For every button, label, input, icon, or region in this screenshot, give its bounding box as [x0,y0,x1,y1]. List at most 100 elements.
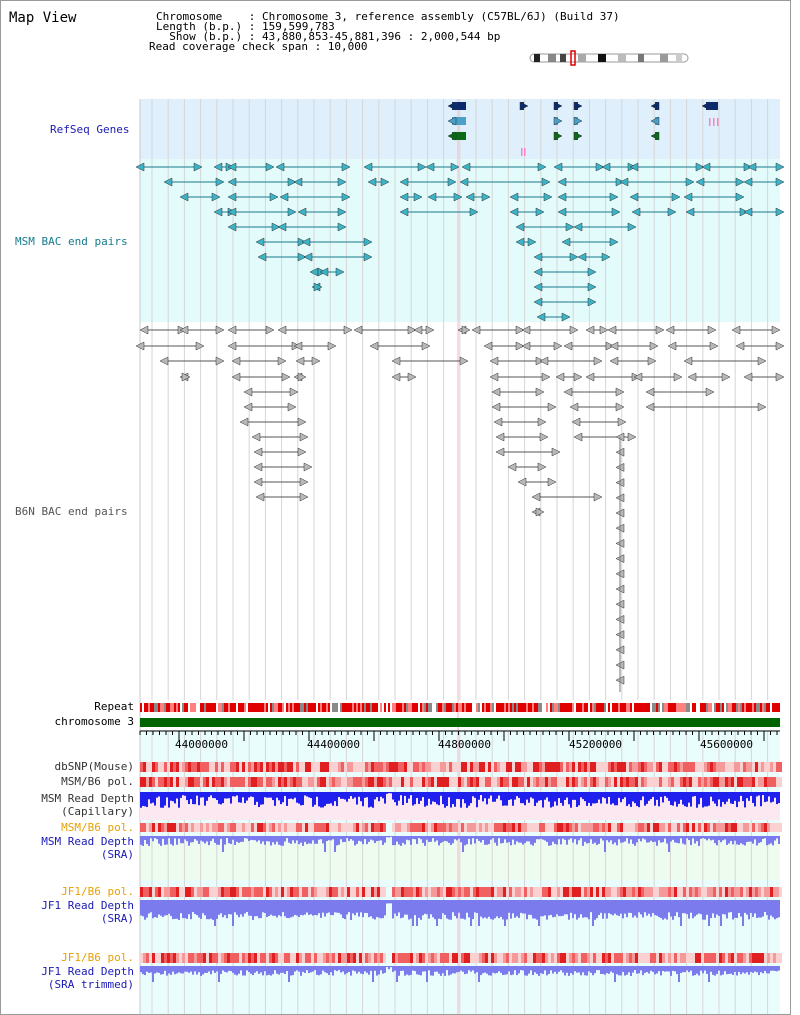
b6n-bac-pair-end[interactable] [573,372,583,382]
b6n-bac-pair-end[interactable] [391,356,401,366]
b6n-bac-pair-end[interactable] [353,325,363,335]
b6n-bac-pair-end[interactable] [607,325,617,335]
msm-bac-pair-end[interactable] [337,207,347,217]
msm-bac-pair-end[interactable] [337,222,347,232]
msm-bac-pair-end[interactable] [227,222,237,232]
b6n-bac-pair-end[interactable] [255,492,265,502]
msm-bac-pair-end[interactable] [481,192,491,202]
b6n-bac-pair-end[interactable] [179,325,189,335]
b6n-bac-pair-end[interactable] [289,387,299,397]
b6n-bac-pair-end[interactable] [295,356,305,366]
msm-bac-pair-end[interactable] [213,162,223,172]
b6n-bac-pair-end[interactable] [665,325,675,335]
b6n-bac-pair-end[interactable] [239,417,249,427]
b6n-bac-pair-end[interactable] [627,432,637,442]
refseq-gene-arrow[interactable] [553,116,563,126]
b6n-bac-pair-end[interactable] [705,387,715,397]
b6n-bac-pair-end[interactable] [633,372,643,382]
b6n-bac-pair-end[interactable] [771,325,781,335]
msm-bac-pair-end[interactable] [536,312,546,322]
refseq-gene-arrow[interactable] [701,101,711,111]
b6n-bac-pair-end[interactable] [541,372,551,382]
b6n-bac-pair-end[interactable] [535,387,545,397]
b6n-bac-pair-end[interactable] [757,356,767,366]
msm-bac-pair-end[interactable] [417,162,427,172]
refseq-gene-block[interactable] [706,102,718,110]
refseq-gene-exon[interactable] [524,148,526,156]
b6n-bac-pair-end[interactable] [645,387,655,397]
msm-bac-pair-end[interactable] [611,207,621,217]
b6n-bac-pair-end[interactable] [253,477,263,487]
b6n-bac-pair-end[interactable] [243,387,253,397]
msm-bac-pair-end[interactable] [701,162,711,172]
msm-bac-pair-end[interactable] [577,252,587,262]
b6n-bac-pair-end[interactable] [615,387,625,397]
msm-bac-pair-end[interactable] [619,177,629,187]
b6n-bac-pair-end[interactable] [135,341,145,351]
msm-bac-pair-end[interactable] [255,237,265,247]
msm-bac-pair-end[interactable] [509,192,519,202]
msm-bac-pair-end[interactable] [367,177,377,187]
b6n-bac-pair-end[interactable] [585,325,595,335]
msm-bac-pair-end[interactable] [509,207,519,217]
refseq-gene-arrow[interactable] [447,101,457,111]
msm-bac-pair-end[interactable] [587,267,597,277]
b6n-bac-pair-end[interactable] [299,477,309,487]
refseq-gene-arrow[interactable] [553,101,563,111]
refseq-gene-arrow[interactable] [447,116,457,126]
b6n-bac-pair-end[interactable] [407,372,417,382]
msm-bac-pair-end[interactable] [609,237,619,247]
b6n-bac-pair-end[interactable] [493,417,503,427]
b6n-bac-pair-end[interactable] [537,462,547,472]
msm-bac-pair-end[interactable] [227,177,237,187]
msm-bac-pair-end[interactable] [211,192,221,202]
msm-bac-pair-end[interactable] [227,162,237,172]
b6n-bac-pair-end[interactable] [599,325,609,335]
b6n-bac-pair-end[interactable] [721,372,731,382]
msm-bac-pair-end[interactable] [227,207,237,217]
msm-bac-pair-end[interactable] [380,177,390,187]
b6n-bac-pair-end[interactable] [573,432,583,442]
b6n-bac-pair-end[interactable] [489,372,499,382]
b6n-bac-pair-end[interactable] [327,341,337,351]
b6n-bac-pair-end[interactable] [551,447,561,457]
msm-bac-pair-end[interactable] [573,222,583,232]
b6n-bac-pair-end[interactable] [253,447,263,457]
b6n-bac-pair-end[interactable] [775,372,785,382]
msm-bac-pair-end[interactable] [257,252,267,262]
b6n-bac-pair-end[interactable] [569,325,579,335]
msm-bac-pair-end[interactable] [601,162,611,172]
b6n-bac-pair-end[interactable] [563,341,573,351]
b6n-bac-pair-end[interactable] [673,372,683,382]
b6n-bac-pair-end[interactable] [369,341,379,351]
b6n-bac-pair-end[interactable] [683,356,693,366]
msm-bac-pair-end[interactable] [341,162,351,172]
b6n-bac-pair-end[interactable] [667,341,677,351]
b6n-bac-pair-end[interactable] [517,477,527,487]
msm-bac-pair-end[interactable] [461,162,471,172]
b6n-bac-pair-end[interactable] [277,325,287,335]
b6n-bac-pair-end[interactable] [647,356,657,366]
refseq-gene-exon[interactable] [521,148,523,156]
msm-bac-pair-end[interactable] [271,222,281,232]
b6n-bac-pair-end[interactable] [277,356,287,366]
b6n-bac-pair-end[interactable] [293,341,303,351]
b6n-bac-pair-end[interactable] [775,341,785,351]
msm-bac-pair-end[interactable] [533,297,543,307]
msm-bac-pair-end[interactable] [227,192,237,202]
msm-bac-pair-end[interactable] [557,207,567,217]
msm-bac-pair-end[interactable] [735,177,745,187]
b6n-bac-pair-end[interactable] [553,341,563,351]
msm-bac-pair-end[interactable] [535,207,545,217]
b6n-bac-pair-end[interactable] [287,402,297,412]
b6n-bac-pair-end[interactable] [215,325,225,335]
refseq-gene-block[interactable] [452,132,466,140]
refseq-gene-arrow[interactable] [573,131,583,141]
msm-bac-pair-end[interactable] [561,237,571,247]
b6n-bac-pair-end[interactable] [489,356,499,366]
msm-bac-pair-end[interactable] [587,297,597,307]
b6n-bac-pair-end[interactable] [609,356,619,366]
chromosome-ideogram[interactable] [529,50,689,66]
msm-bac-pair-end[interactable] [629,192,639,202]
b6n-bac-pair-end[interactable] [743,372,753,382]
